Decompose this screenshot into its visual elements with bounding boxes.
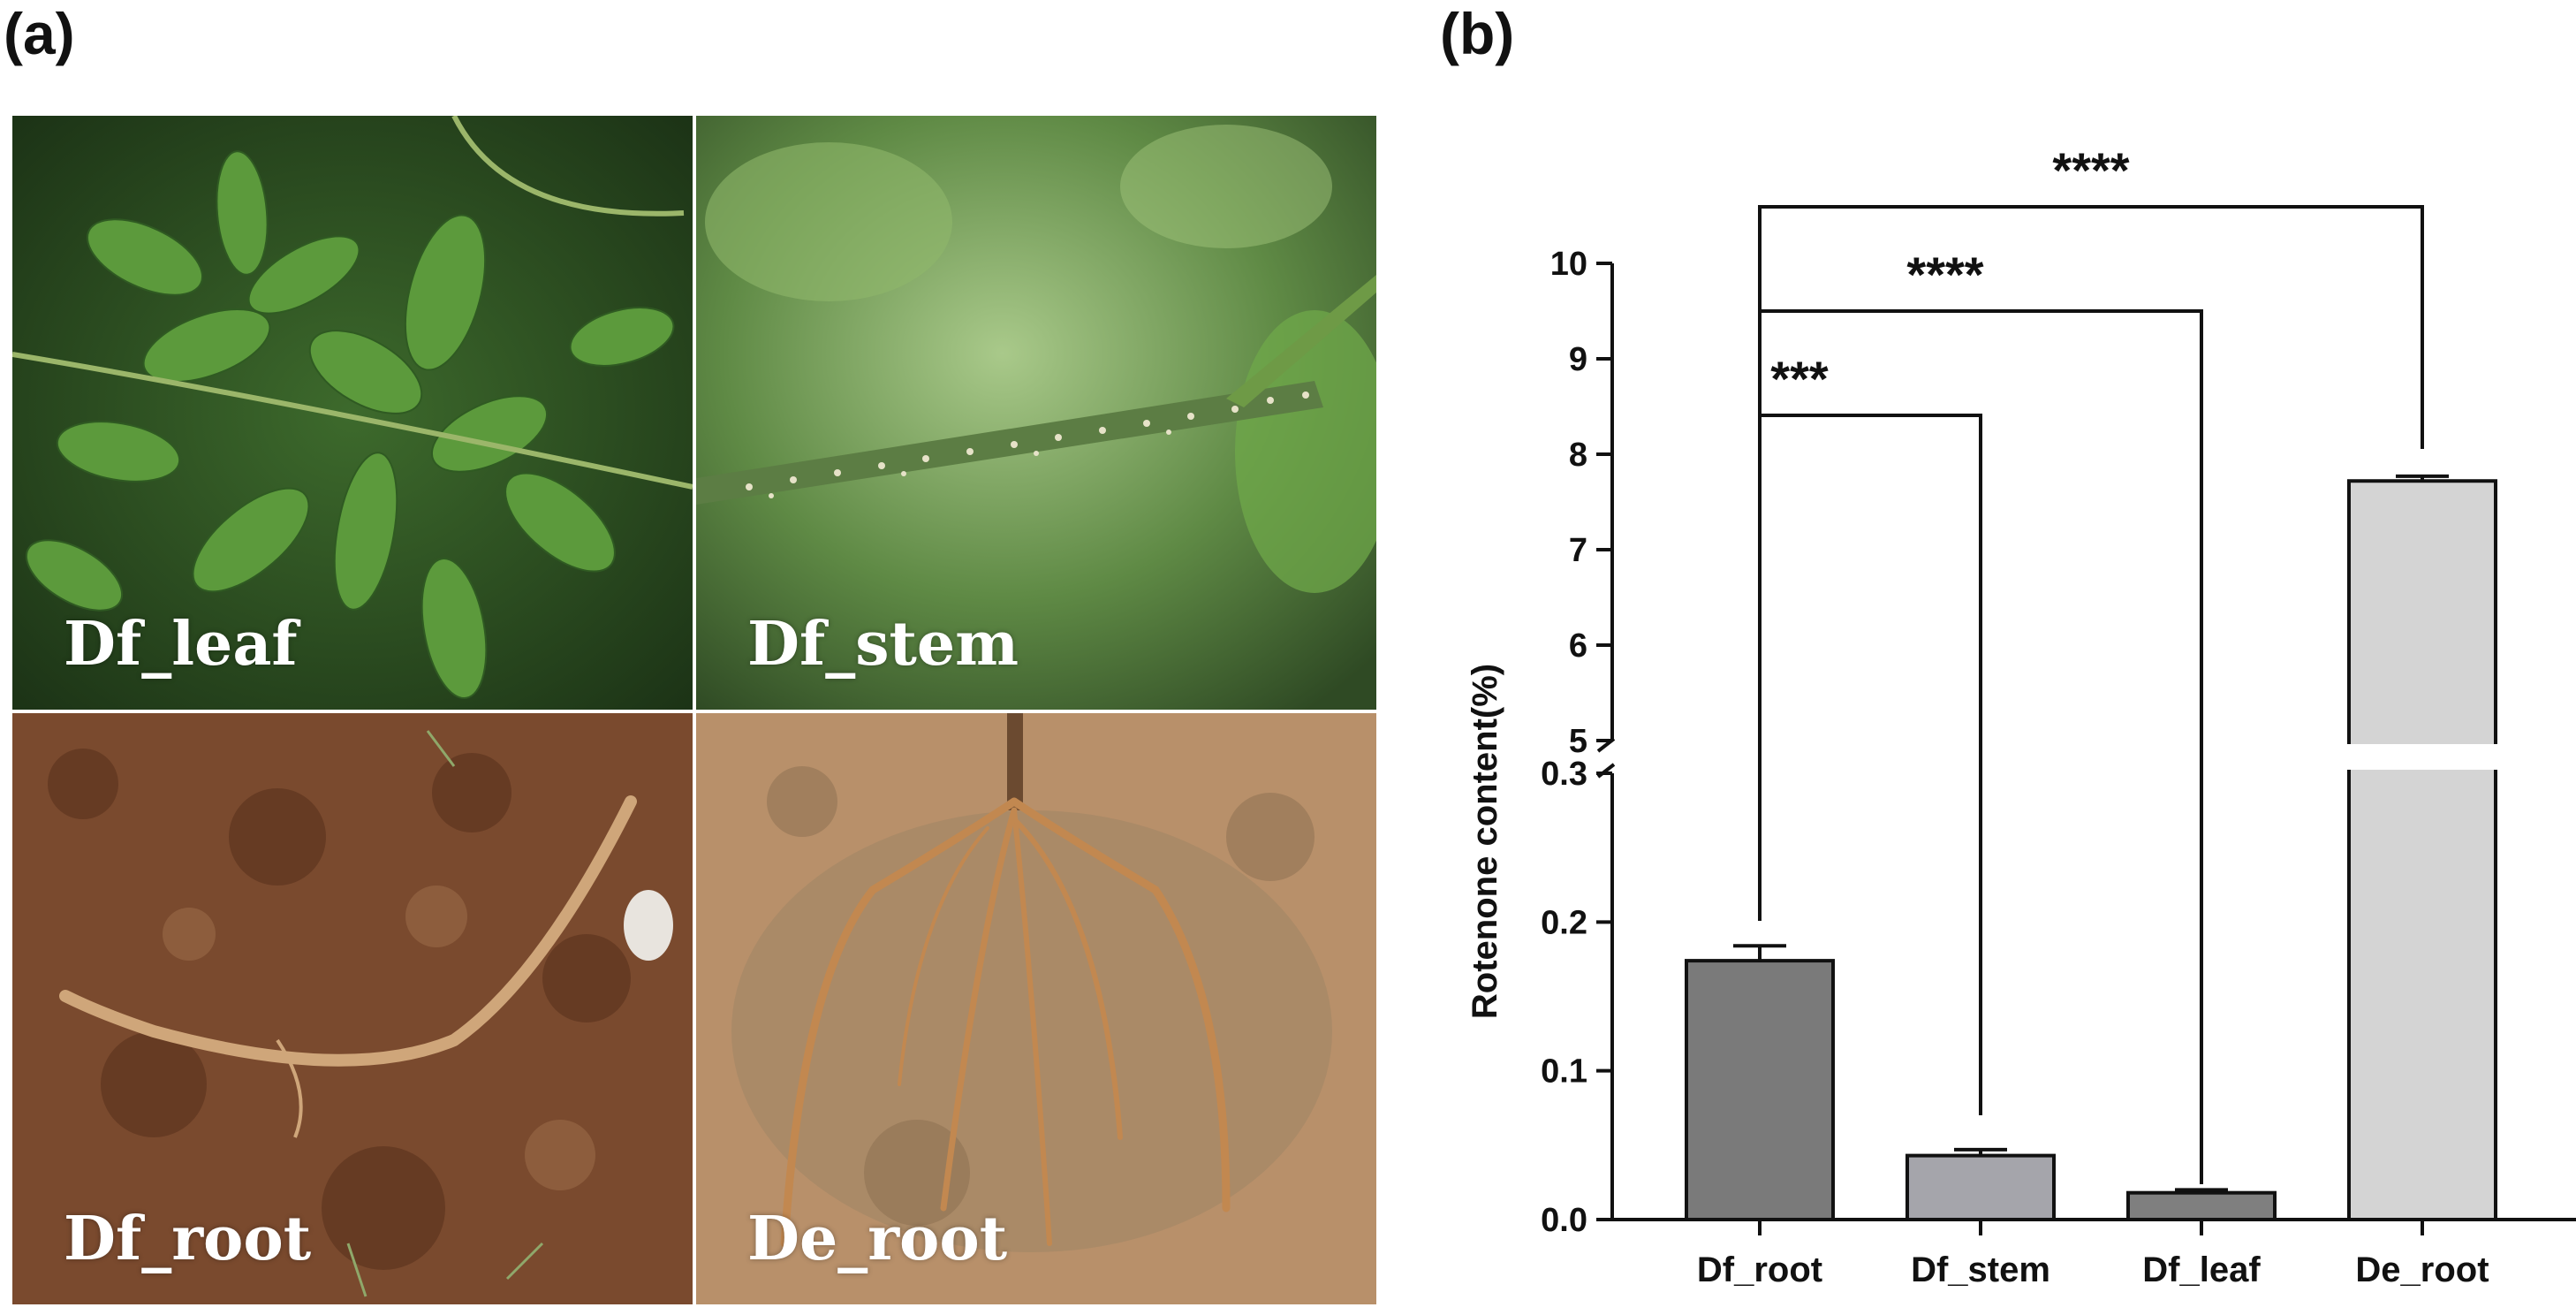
photo-label-df-stem: Df_stem [747, 609, 1019, 680]
bar-de_root [2347, 479, 2497, 1221]
significance-brackets: *********** [1758, 142, 2424, 1184]
significance-bracket [1758, 309, 2203, 1184]
bar-chart: Rotenone content(%) 0.0 0.1 0.2 0.3 5 6 7 8 9 10 D… [1396, 106, 2576, 1311]
leaf-photo-illustration [12, 116, 693, 710]
photo-label-de-root: De_root [747, 1204, 1008, 1274]
df-root-photo-illustration [12, 713, 693, 1304]
bar-df_stem [1905, 1153, 2056, 1222]
y-tick-label: 0.3 [1541, 756, 1587, 793]
significance-label: *** [1770, 351, 1829, 407]
de-root-photo-illustration [696, 713, 1376, 1304]
bar-df_leaf [2126, 1190, 2277, 1221]
photo-label-df-leaf: Df_leaf [64, 609, 298, 680]
stem-photo-illustration [696, 116, 1376, 710]
significance-label: **** [1906, 247, 1983, 302]
panel-label-a: (a) [4, 1, 75, 66]
y-tick-label: 0.0 [1541, 1202, 1587, 1239]
y-tick-label: 0.2 [1541, 904, 1587, 941]
photo-df-leaf: Df_leaf [12, 116, 693, 710]
x-tick-label: Df_stem [1911, 1250, 2050, 1289]
bars [1685, 474, 2499, 1222]
photo-de-root: De_root [696, 713, 1376, 1304]
bar-break-gap [2345, 744, 2499, 770]
y-tick-label: 6 [1569, 627, 1587, 665]
bar-df_root [1685, 959, 1835, 1221]
y-tick-label: 9 [1569, 341, 1587, 378]
significance-bracket [1758, 205, 2424, 449]
photo-df-root: Df_root [12, 713, 693, 1304]
y-tick-label: 5 [1569, 723, 1587, 760]
significance-bracket [1758, 414, 1982, 1115]
photo-grid: Df_leaf [12, 116, 1376, 1304]
photo-df-stem: Df_stem [696, 116, 1376, 710]
y-axis-label: Rotenone content(%) [1466, 664, 1504, 1019]
y-tick-label: 7 [1569, 532, 1587, 569]
y-tick-label: 8 [1569, 437, 1587, 474]
x-tick-label: Df_root [1697, 1250, 1822, 1289]
x-tick-label: Df_leaf [2142, 1250, 2261, 1289]
x-tick-label: De_root [2355, 1250, 2489, 1289]
panel-label-b: (b) [1440, 1, 1515, 66]
y-tick-label: 10 [1550, 246, 1587, 283]
chart-svg: Rotenone content(%) 0.0 0.1 0.2 0.35 6 7 8 9 10 D… [1466, 142, 2576, 1289]
significance-label: **** [2052, 142, 2129, 198]
photo-label-df-root: Df_root [64, 1204, 312, 1274]
y-tick-label: 0.1 [1541, 1053, 1587, 1091]
